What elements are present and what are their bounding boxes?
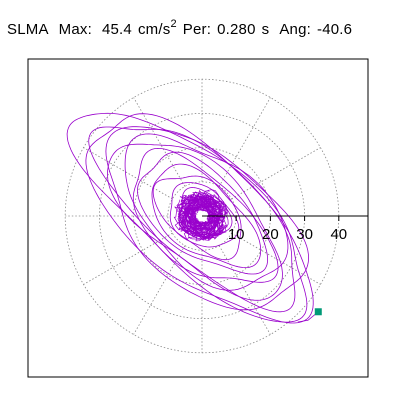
trace-loop [132,147,279,283]
end-marker-layer [314,308,322,316]
trace-loop [169,182,240,248]
angle-label: Ang: [279,21,311,38]
trace-core-loop [182,197,222,236]
period-unit: s [261,21,270,38]
trace-loop [107,143,283,301]
radial-axis: 10 20 30 40 [202,215,368,243]
trace-core-loop [188,195,215,237]
chart-title: SLMA Max: 45.4 cm/s2 Per: 0.280 s Ang: -40.6 [7,18,352,40]
max-unit-exponent: 2 [170,18,177,30]
grid-spoke [133,97,186,187]
period-value: 0.280 [217,21,256,38]
trace-loop [137,151,269,275]
grid-spoke [83,147,173,200]
trace-loop [66,112,308,323]
max-value: 45.4 [101,21,132,38]
period-label: Per: [182,21,212,38]
trace-loop [105,126,310,311]
max-unit: cm/s [137,21,171,38]
radial-tick-label: 20 [262,226,279,243]
trace-core-loop [177,195,226,240]
trace-core-loop [180,196,226,237]
station-code: SLMA [7,21,49,38]
trace-loop [85,113,314,324]
trace-loop [152,175,242,261]
trace-core-loop [178,196,227,237]
radial-tick-label: 10 [228,226,245,243]
grid-spoke [83,232,173,285]
max-label: Max: [58,21,92,38]
grid-spoke [218,97,271,187]
radial-tick-label: 40 [330,226,347,243]
trace-core-loop [192,205,213,226]
radial-tick-label: 30 [296,226,313,243]
plot-border [27,58,369,378]
trace-loop [88,126,296,313]
angle-value: -40.6 [317,21,353,38]
motion-trace [66,112,319,324]
end-point-marker [314,308,322,316]
trace-loop [124,133,289,291]
